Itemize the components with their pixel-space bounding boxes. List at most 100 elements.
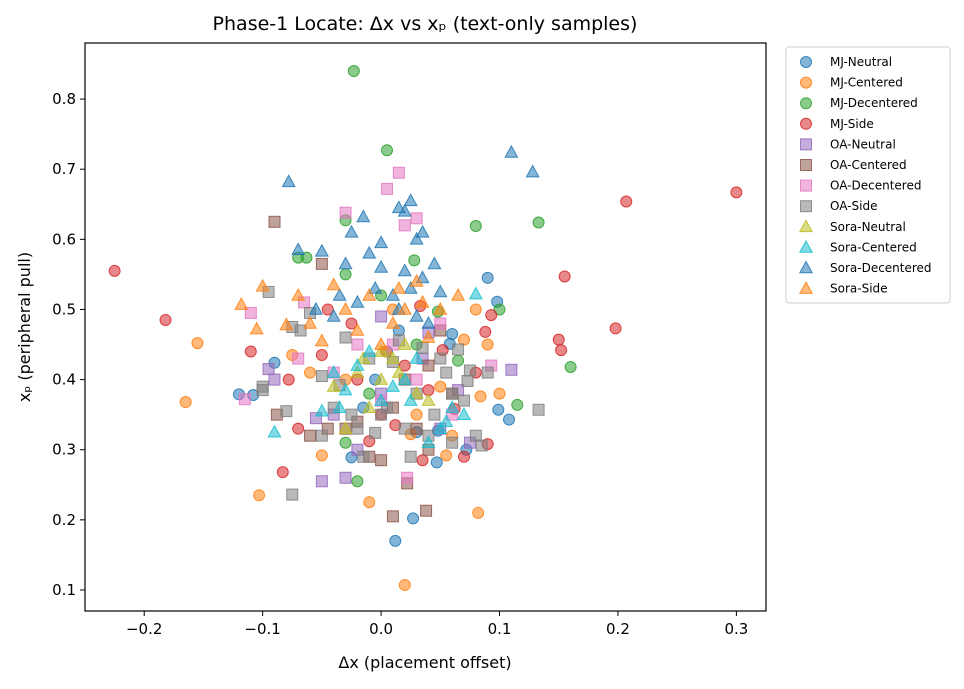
y-tick-label: 0.3 <box>52 441 76 459</box>
data-point <box>338 256 353 270</box>
data-point <box>191 337 204 350</box>
data-point <box>339 436 352 449</box>
data-point <box>440 366 453 379</box>
data-point <box>286 488 299 501</box>
data-points <box>108 65 743 592</box>
data-point <box>609 322 622 335</box>
data-point <box>386 510 399 523</box>
data-point <box>492 403 505 416</box>
legend-frame <box>785 46 951 304</box>
data-point <box>410 212 423 225</box>
data-point <box>368 280 383 294</box>
data-point <box>481 366 494 379</box>
data-point <box>309 412 322 425</box>
data-point <box>421 435 436 449</box>
data-point <box>452 343 465 356</box>
data-point <box>397 301 412 315</box>
data-point <box>381 182 394 195</box>
data-point <box>291 287 306 301</box>
data-point <box>409 231 424 245</box>
data-point <box>620 195 633 208</box>
data-point <box>469 220 482 233</box>
data-point <box>446 328 459 341</box>
data-point <box>389 534 402 547</box>
data-point <box>421 393 436 406</box>
y-tick-label: 0.8 <box>52 90 76 108</box>
data-point <box>374 259 389 273</box>
data-point <box>304 366 317 379</box>
data-point <box>479 325 492 338</box>
data-point <box>416 342 429 355</box>
data-point <box>481 338 494 351</box>
data-point <box>381 144 394 157</box>
x-tick-label: 0.3 <box>724 620 748 638</box>
legend-marker <box>800 138 812 151</box>
data-point <box>446 387 459 400</box>
data-point <box>282 373 295 386</box>
data-point <box>321 303 334 316</box>
data-point <box>350 365 365 378</box>
data-point <box>493 303 506 316</box>
data-point <box>347 65 360 78</box>
data-point <box>326 365 341 378</box>
data-point <box>481 271 494 284</box>
data-point <box>475 439 488 452</box>
x-axis-ticks: −0.2 −0.1 0.0 0.1 0.2 0.3 <box>126 611 748 638</box>
data-point <box>397 263 412 277</box>
data-point <box>421 315 436 329</box>
data-point <box>268 373 281 386</box>
data-point <box>457 450 470 463</box>
data-point <box>433 421 448 434</box>
data-point <box>385 315 400 329</box>
data-point <box>315 429 328 442</box>
data-point <box>326 277 341 291</box>
data-point <box>255 278 270 292</box>
legend-marker <box>798 219 814 233</box>
data-point <box>244 345 257 358</box>
data-point <box>375 454 388 467</box>
data-point <box>279 317 294 331</box>
data-point <box>262 363 275 376</box>
data-point <box>363 387 376 400</box>
data-point <box>445 400 460 413</box>
legend-marker <box>798 281 814 294</box>
data-point <box>339 206 352 219</box>
data-point <box>532 403 545 416</box>
data-point <box>332 287 347 301</box>
data-point <box>472 506 485 519</box>
data-point <box>433 301 448 315</box>
data-point <box>451 287 466 301</box>
data-point <box>302 315 318 329</box>
data-point <box>385 287 400 301</box>
data-point <box>362 344 377 357</box>
data-point <box>249 321 264 335</box>
y-tick-label: 0.5 <box>52 300 76 318</box>
data-point <box>446 436 459 449</box>
legend-entry-label: Sora-Decentered <box>830 261 932 275</box>
data-point <box>552 333 565 346</box>
data-point <box>505 363 518 376</box>
x-tick-label: 0.1 <box>488 620 512 638</box>
legend-marker <box>800 200 812 213</box>
data-point <box>375 310 388 323</box>
data-point <box>339 471 352 484</box>
legend-entry-label: OA-Centered <box>830 158 907 172</box>
data-point <box>532 216 545 229</box>
data-point <box>332 400 347 413</box>
data-point <box>420 504 433 517</box>
data-point <box>463 364 476 377</box>
legend-entry-label: MJ-Side <box>830 117 874 131</box>
data-point <box>391 280 406 294</box>
x-tick-label: −0.2 <box>126 620 162 638</box>
data-point <box>314 403 329 417</box>
data-point <box>403 393 418 406</box>
legend-entry-label: OA-Side <box>830 199 877 213</box>
data-point <box>292 422 305 435</box>
data-point <box>159 313 172 326</box>
data-point <box>397 336 412 350</box>
data-point <box>504 144 519 158</box>
data-point <box>308 301 323 315</box>
data-point <box>433 284 448 298</box>
data-point <box>374 372 389 385</box>
data-point <box>326 308 341 322</box>
